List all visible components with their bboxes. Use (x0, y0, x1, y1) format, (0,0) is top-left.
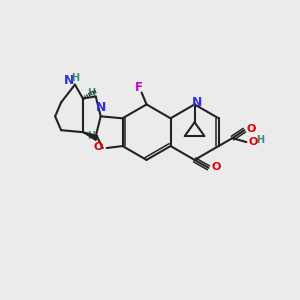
Polygon shape (83, 132, 98, 140)
Text: H: H (71, 73, 79, 83)
Text: N: N (191, 96, 202, 109)
Text: O: O (248, 137, 258, 147)
Text: O: O (212, 162, 221, 172)
Text: O: O (246, 124, 256, 134)
Text: F: F (135, 81, 142, 94)
Text: N: N (64, 74, 74, 87)
Text: H: H (256, 135, 264, 145)
Text: O: O (93, 142, 103, 152)
Text: N: N (95, 101, 106, 114)
Text: H: H (87, 131, 95, 141)
Text: H: H (87, 88, 95, 98)
